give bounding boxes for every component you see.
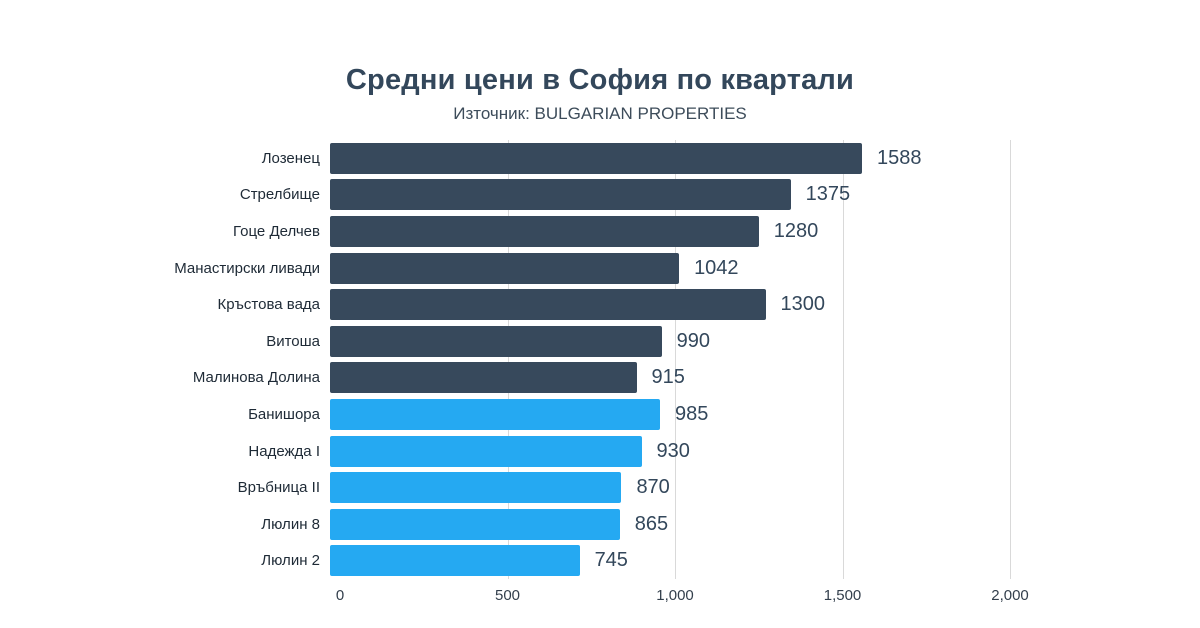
- chart-subtitle: Източник: BULGARIAN PROPERTIES: [453, 104, 747, 123]
- gridline: [1010, 140, 1011, 580]
- bar-plot: 1280: [330, 213, 1000, 250]
- gridline: [507, 140, 509, 580]
- bar-row: Надежда I 930: [0, 433, 1010, 470]
- bar-value: 745: [594, 549, 628, 572]
- bar-label: Стрелбище: [239, 186, 320, 204]
- bar-value: 1042: [694, 256, 739, 279]
- bar-row: Стрелбище 1375: [0, 177, 1010, 214]
- bar: [330, 398, 660, 430]
- bar-label: Лозенец: [261, 149, 320, 167]
- bar-value: 1300: [780, 293, 826, 316]
- bar-label: Връбница II: [237, 479, 320, 497]
- x-tick-label: 1,000: [656, 587, 694, 605]
- bar-label: Гоце Делчев: [233, 222, 320, 240]
- gridline: [842, 140, 844, 580]
- bar-row: Гоце Делчев 1280: [0, 213, 1010, 250]
- bar: [330, 545, 580, 577]
- bar-plot: 930: [330, 433, 1000, 470]
- bar-label: Малинова Долина: [192, 369, 320, 387]
- bar-plot: 1588: [330, 140, 1000, 177]
- bar-row: Лозенец 1588: [0, 140, 1010, 177]
- bar-value: 1588: [876, 146, 922, 169]
- bar-row: Люлин 8 865: [0, 506, 1010, 543]
- bar-value: 915: [651, 366, 685, 389]
- bar-plot: 1300: [330, 286, 1000, 323]
- bar-row: Връбница II 870: [0, 469, 1010, 506]
- bar-rows: Лозенец 1588 Стрелбище 1375 Гоце Делчев 1280 М…: [0, 140, 1010, 579]
- bar: [330, 179, 791, 211]
- chart-title: Средни цени в София по квартали: [345, 64, 855, 96]
- bar-plot: 745: [330, 543, 1000, 580]
- bar-plot: 990: [330, 323, 1000, 360]
- bar-plot: 865: [330, 506, 1000, 543]
- bar: [330, 472, 622, 504]
- bar-value: 1280: [773, 219, 819, 242]
- bar-value: 870: [636, 476, 670, 499]
- bar-chart: Лозенец 1588 Стрелбище 1375 Гоце Делчев 1280 М…: [0, 140, 1029, 609]
- bar: [330, 362, 637, 394]
- x-tick-label: 500: [494, 587, 521, 605]
- bar-label: Надежда I: [248, 442, 320, 460]
- bar-value: 1375: [805, 183, 851, 206]
- bar-plot: 915: [330, 360, 1000, 397]
- bar-label: Манастирски ливади: [174, 259, 320, 277]
- bar-row: Кръстова вада 1300: [0, 286, 1010, 323]
- bar-plot: 1042: [330, 250, 1000, 287]
- x-tick-label: 2,000: [991, 587, 1029, 605]
- bar: [330, 435, 642, 467]
- bar-row: Малинова Долина 915: [0, 360, 1010, 397]
- bar-value: 990: [676, 329, 711, 352]
- x-tick-label: 1,500: [823, 587, 862, 605]
- bar-label: Кръстова вада: [217, 296, 320, 314]
- bar: [330, 142, 862, 174]
- bar-label: Витоша: [266, 332, 320, 350]
- bar: [330, 215, 759, 247]
- x-tick-label: 0: [335, 587, 345, 605]
- bar: [330, 289, 766, 321]
- bar-row: Витоша 990: [0, 323, 1010, 360]
- bar-plot: 870: [330, 469, 1000, 506]
- bar-plot: 1375: [330, 177, 1000, 214]
- gridlines: [340, 140, 1011, 580]
- bar-value: 985: [674, 402, 709, 425]
- bar-label: Люлин 8: [261, 515, 320, 533]
- gridline: [675, 140, 676, 580]
- chart-plot-area: Лозенец 1588 Стрелбище 1375 Гоце Делчев 1280 М…: [0, 140, 1011, 580]
- bar-row: Банишора 985: [0, 396, 1010, 433]
- bar: [330, 252, 680, 284]
- bar-plot: 985: [330, 396, 1000, 433]
- bar: [330, 325, 662, 357]
- bar-value: 865: [634, 512, 669, 535]
- bar-row: Люлин 2 745: [0, 543, 1010, 580]
- x-axis: 0 500 1,000 1,500 2,000: [336, 583, 1029, 609]
- chart-header: Средни цени в София по квартали Източник…: [0, 0, 1200, 124]
- bar-label: Банишора: [248, 405, 320, 423]
- bar-value: 930: [656, 439, 690, 462]
- bar: [330, 508, 620, 540]
- bar-row: Манастирски ливади 1042: [0, 250, 1010, 287]
- bar-label: Люлин 2: [261, 552, 320, 570]
